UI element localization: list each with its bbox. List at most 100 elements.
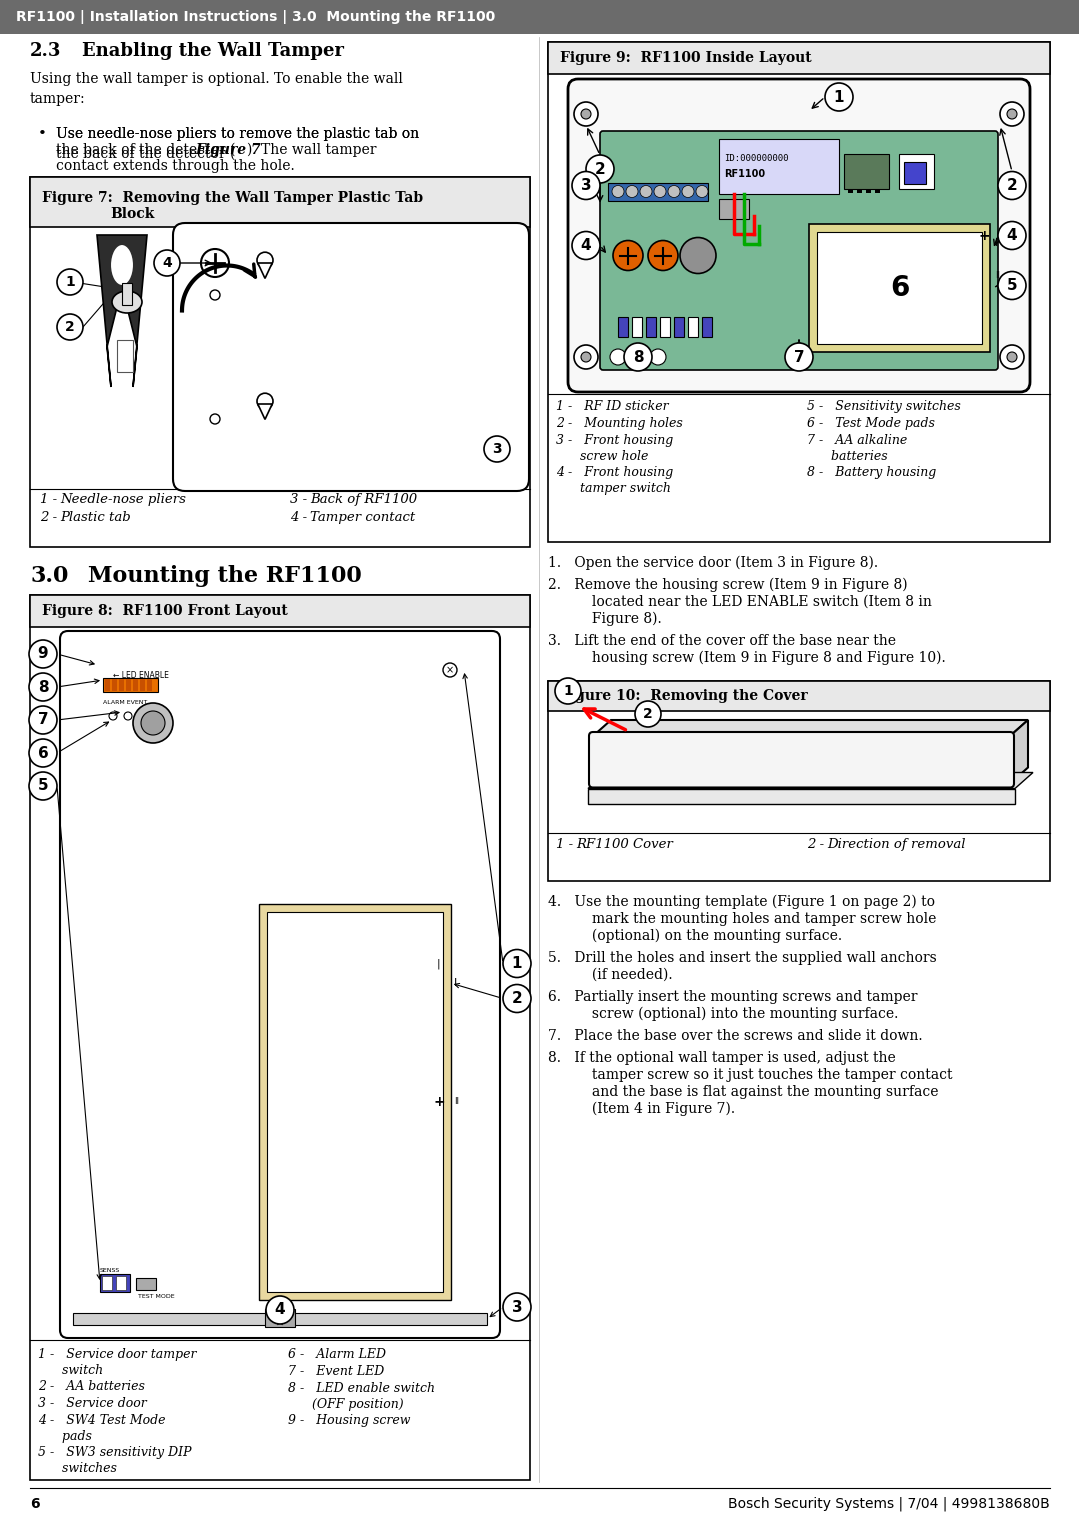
Text: 1: 1 [511, 956, 522, 971]
Text: 5 -   Sensitivity switches: 5 - Sensitivity switches [807, 400, 960, 413]
Polygon shape [593, 720, 1028, 736]
Text: 3 -   Front housing
      screw hole: 3 - Front housing screw hole [556, 435, 673, 464]
FancyBboxPatch shape [589, 733, 1014, 787]
Bar [857, 188, 862, 193]
Bar [117, 340, 133, 372]
Bar [607, 182, 708, 201]
Circle shape [581, 109, 591, 119]
Text: (optional) on the mounting surface.: (optional) on the mounting surface. [570, 929, 842, 944]
Bar [105, 679, 110, 692]
Text: 6: 6 [30, 1497, 40, 1511]
Text: RF1100: RF1100 [724, 169, 765, 179]
Circle shape [572, 172, 600, 199]
Text: Back of RF1100: Back of RF1100 [310, 492, 418, 506]
Text: 2: 2 [1007, 178, 1017, 193]
Text: contact extends through the hole.: contact extends through the hole. [56, 160, 295, 173]
FancyBboxPatch shape [600, 131, 998, 369]
Bar [0, 0, 1079, 33]
Text: 6 -   Test Mode pads: 6 - Test Mode pads [807, 416, 934, 430]
Text: 8: 8 [38, 679, 49, 695]
Circle shape [1000, 345, 1024, 369]
Text: (if needed).: (if needed). [570, 968, 672, 982]
Text: SENSS: SENSS [100, 1268, 120, 1272]
Text: 8 -   LED enable switch
      (OFF position): 8 - LED enable switch (OFF position) [288, 1382, 435, 1411]
Circle shape [503, 1294, 531, 1321]
Text: 3: 3 [492, 442, 502, 456]
Text: I: I [995, 239, 998, 248]
Bar [702, 318, 712, 337]
Circle shape [998, 222, 1026, 249]
Circle shape [484, 436, 510, 462]
Text: +: + [433, 1094, 445, 1110]
Text: ID:000000000: ID:000000000 [724, 154, 789, 163]
Polygon shape [97, 236, 147, 388]
Text: 4: 4 [1007, 228, 1017, 243]
Bar [100, 1274, 129, 1292]
Circle shape [680, 237, 716, 274]
Circle shape [503, 985, 531, 1012]
Circle shape [696, 185, 708, 198]
Bar [548, 43, 1050, 543]
Circle shape [154, 249, 180, 277]
Bar [133, 679, 138, 692]
Bar [147, 679, 152, 692]
Bar [126, 679, 131, 692]
Circle shape [57, 269, 83, 295]
Text: 1 -   Service door tamper
      switch: 1 - Service door tamper switch [38, 1348, 196, 1377]
Circle shape [210, 290, 220, 299]
Circle shape [257, 394, 273, 409]
Bar [688, 318, 698, 337]
Circle shape [29, 673, 57, 701]
Text: mark the mounting holes and tamper screw hole: mark the mounting holes and tamper screw… [570, 912, 937, 926]
Bar [265, 1309, 295, 1327]
Text: 8.: 8. [548, 1050, 575, 1066]
Bar [103, 1275, 112, 1290]
Circle shape [640, 185, 652, 198]
Text: Figure 10:  Removing the Cover: Figure 10: Removing the Cover [560, 689, 807, 702]
Text: 4: 4 [581, 239, 591, 252]
Circle shape [257, 252, 273, 268]
Ellipse shape [110, 245, 134, 286]
Text: •: • [38, 128, 46, 141]
Circle shape [574, 345, 598, 369]
Text: 6 -   Alarm LED: 6 - Alarm LED [288, 1348, 386, 1360]
Bar [866, 188, 871, 193]
Circle shape [626, 185, 638, 198]
Text: 3 -: 3 - [290, 492, 308, 506]
Bar [719, 138, 839, 195]
Text: II: II [995, 271, 1000, 280]
Bar [618, 318, 628, 337]
Text: 1: 1 [834, 90, 844, 105]
Text: Using the wall tamper is optional. To enable the wall
tamper:: Using the wall tamper is optional. To en… [30, 71, 402, 106]
Text: 1 -: 1 - [40, 492, 57, 506]
Text: Remove the housing screw (Item 9 in Figure 8): Remove the housing screw (Item 9 in Figu… [570, 578, 907, 593]
Bar [140, 679, 145, 692]
Circle shape [998, 172, 1026, 199]
Text: 3: 3 [581, 178, 591, 193]
Text: 2.: 2. [548, 578, 575, 591]
Circle shape [654, 185, 666, 198]
Text: Figure 7: Figure 7 [195, 143, 261, 157]
Text: 4.: 4. [548, 895, 575, 909]
Bar [674, 318, 684, 337]
Circle shape [574, 102, 598, 126]
Circle shape [29, 739, 57, 768]
Text: 6: 6 [38, 745, 49, 760]
Text: 7 -   AA alkaline
      batteries: 7 - AA alkaline batteries [807, 435, 907, 464]
Text: 2: 2 [511, 991, 522, 1006]
Text: Figure 7:  Removing the Wall Tamper Plastic Tab: Figure 7: Removing the Wall Tamper Plast… [42, 192, 423, 205]
Text: +: + [979, 230, 989, 243]
Text: 1: 1 [563, 684, 573, 698]
Bar [117, 1275, 126, 1290]
Text: Use needle-nose pliers to remove the plastic tab on: Use needle-nose pliers to remove the pla… [56, 128, 419, 141]
Text: 2 -   AA batteries: 2 - AA batteries [38, 1380, 145, 1392]
Text: 1: 1 [65, 275, 74, 289]
Bar [259, 904, 451, 1300]
Circle shape [1007, 109, 1017, 119]
Text: 1 -   RF ID sticker: 1 - RF ID sticker [556, 400, 669, 413]
Text: screw (optional) into the mounting surface.: screw (optional) into the mounting surfa… [570, 1008, 899, 1021]
Text: (Item 4 in Figure 7).: (Item 4 in Figure 7). [570, 1102, 735, 1116]
Text: II: II [454, 1097, 459, 1107]
Bar [548, 43, 1050, 74]
Text: 4 -: 4 - [290, 511, 308, 524]
